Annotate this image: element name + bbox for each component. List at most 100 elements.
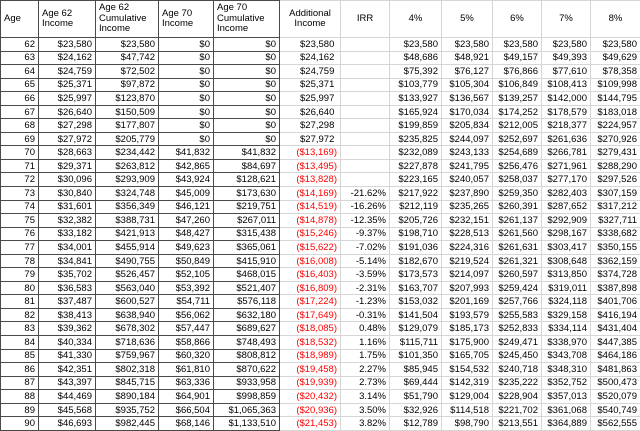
cell-r4[interactable]: $51,790 [389, 389, 442, 404]
cell-a62[interactable]: $37,487 [38, 294, 96, 309]
cell-a62c[interactable]: $490,755 [95, 253, 159, 269]
cell-r8[interactable]: $350,155 [590, 240, 640, 255]
cell-a62[interactable]: $36,583 [38, 280, 96, 296]
cell-r5[interactable]: $170,034 [441, 104, 493, 120]
cell-r4[interactable]: $223,165 [389, 172, 442, 187]
cell-r8[interactable]: $317,212 [590, 199, 640, 215]
cell-r7[interactable]: $108,413 [541, 77, 591, 93]
cell-a62c[interactable]: $890,184 [95, 389, 159, 404]
cell-add[interactable]: ($18,989) [279, 348, 341, 364]
cell-a70c[interactable]: $933,958 [213, 375, 280, 391]
cell-r6[interactable]: $23,580 [492, 37, 542, 52]
cell-r6[interactable]: $259,350 [492, 186, 542, 201]
cell-r8[interactable]: $540,749 [590, 402, 640, 418]
cell-r8[interactable]: $307,159 [590, 186, 640, 201]
cell-a62c[interactable]: $123,870 [95, 91, 159, 106]
cell-r8[interactable]: $183,018 [590, 104, 640, 120]
cell-a70c[interactable]: $998,859 [213, 389, 280, 404]
cell-age[interactable]: 63 [0, 50, 39, 66]
cell-a70c[interactable]: $689,627 [213, 321, 280, 337]
cell-age[interactable]: 84 [0, 335, 39, 350]
cell-a70c[interactable]: $748,493 [213, 335, 280, 350]
column-header-r8[interactable]: 8% [590, 0, 640, 38]
cell-age[interactable]: 69 [0, 131, 39, 147]
cell-a70c[interactable]: $173,630 [213, 186, 280, 201]
cell-irr[interactable]: -1.23% [340, 294, 390, 309]
cell-a70[interactable]: $49,623 [158, 240, 214, 255]
cell-add[interactable]: ($13,828) [279, 172, 341, 187]
cell-a70c[interactable]: $0 [213, 37, 280, 52]
cell-r4[interactable]: $173,573 [389, 267, 442, 282]
cell-age[interactable]: 88 [0, 389, 39, 404]
cell-a62c[interactable]: $205,779 [95, 131, 159, 147]
cell-r6[interactable]: $213,551 [492, 416, 542, 431]
cell-irr[interactable] [340, 158, 390, 174]
cell-r4[interactable]: $129,079 [389, 321, 442, 337]
cell-a62[interactable]: $23,580 [38, 37, 96, 52]
cell-a70c[interactable]: $468,015 [213, 267, 280, 282]
cell-a70[interactable]: $66,504 [158, 402, 214, 418]
cell-a62[interactable]: $25,997 [38, 91, 96, 106]
column-header-r4[interactable]: 4% [389, 0, 442, 38]
column-header-irr[interactable]: IRR [340, 0, 390, 38]
cell-add[interactable]: ($16,008) [279, 253, 341, 269]
cell-r7[interactable]: $319,011 [541, 280, 591, 296]
cell-a70c[interactable]: $870,622 [213, 362, 280, 377]
cell-a70c[interactable]: $365,061 [213, 240, 280, 255]
cell-a70c[interactable]: $219,751 [213, 199, 280, 215]
cell-irr[interactable]: 0.48% [340, 321, 390, 337]
cell-r8[interactable]: $500,473 [590, 375, 640, 391]
cell-r5[interactable]: $240,057 [441, 172, 493, 187]
cell-a62[interactable]: $24,759 [38, 64, 96, 79]
cell-a62[interactable]: $25,371 [38, 77, 96, 93]
cell-r8[interactable]: $49,629 [590, 50, 640, 66]
cell-r5[interactable]: $142,319 [441, 375, 493, 391]
cell-age[interactable]: 76 [0, 226, 39, 242]
cell-a70c[interactable]: $415,910 [213, 253, 280, 269]
cell-a62[interactable]: $45,568 [38, 402, 96, 418]
cell-a70c[interactable]: $41,832 [213, 145, 280, 160]
cell-a62c[interactable]: $600,527 [95, 294, 159, 309]
cell-add[interactable]: ($16,403) [279, 267, 341, 282]
cell-a70c[interactable]: $576,118 [213, 294, 280, 309]
cell-add[interactable]: $25,997 [279, 91, 341, 106]
cell-r6[interactable]: $174,252 [492, 104, 542, 120]
cell-r5[interactable]: $23,580 [441, 37, 493, 52]
cell-r4[interactable]: $101,350 [389, 348, 442, 364]
cell-r7[interactable]: $218,377 [541, 118, 591, 133]
cell-a62[interactable]: $30,840 [38, 186, 96, 201]
cell-irr[interactable]: 1.75% [340, 348, 390, 364]
cell-a70[interactable]: $0 [158, 91, 214, 106]
cell-r8[interactable]: $387,898 [590, 280, 640, 296]
cell-add[interactable]: $24,162 [279, 50, 341, 66]
cell-r5[interactable]: $154,532 [441, 362, 493, 377]
cell-a70[interactable]: $53,392 [158, 280, 214, 296]
cell-a70c[interactable]: $0 [213, 64, 280, 79]
cell-r6[interactable]: $260,597 [492, 267, 542, 282]
cell-r8[interactable]: $464,186 [590, 348, 640, 364]
cell-a70c[interactable]: $315,438 [213, 226, 280, 242]
cell-r4[interactable]: $75,392 [389, 64, 442, 79]
cell-r4[interactable]: $205,726 [389, 213, 442, 228]
cell-r4[interactable]: $133,927 [389, 91, 442, 106]
cell-a70c[interactable]: $128,621 [213, 172, 280, 187]
cell-age[interactable]: 65 [0, 77, 39, 93]
cell-add[interactable]: $26,640 [279, 104, 341, 120]
cell-a62[interactable]: $24,162 [38, 50, 96, 66]
cell-r5[interactable]: $243,133 [441, 145, 493, 160]
cell-a62c[interactable]: $678,302 [95, 321, 159, 337]
cell-r4[interactable]: $199,859 [389, 118, 442, 133]
cell-add[interactable]: ($18,532) [279, 335, 341, 350]
cell-irr[interactable] [340, 77, 390, 93]
cell-age[interactable]: 83 [0, 321, 39, 337]
cell-r7[interactable]: $271,961 [541, 158, 591, 174]
cell-r7[interactable]: $348,310 [541, 362, 591, 377]
cell-age[interactable]: 64 [0, 64, 39, 79]
cell-a70c[interactable]: $1,065,363 [213, 402, 280, 418]
cell-r5[interactable]: $214,097 [441, 267, 493, 282]
cell-r8[interactable]: $144,795 [590, 91, 640, 106]
cell-r4[interactable]: $141,504 [389, 307, 442, 323]
cell-add[interactable]: ($20,936) [279, 402, 341, 418]
cell-r8[interactable]: $279,431 [590, 145, 640, 160]
cell-irr[interactable]: 3.14% [340, 389, 390, 404]
